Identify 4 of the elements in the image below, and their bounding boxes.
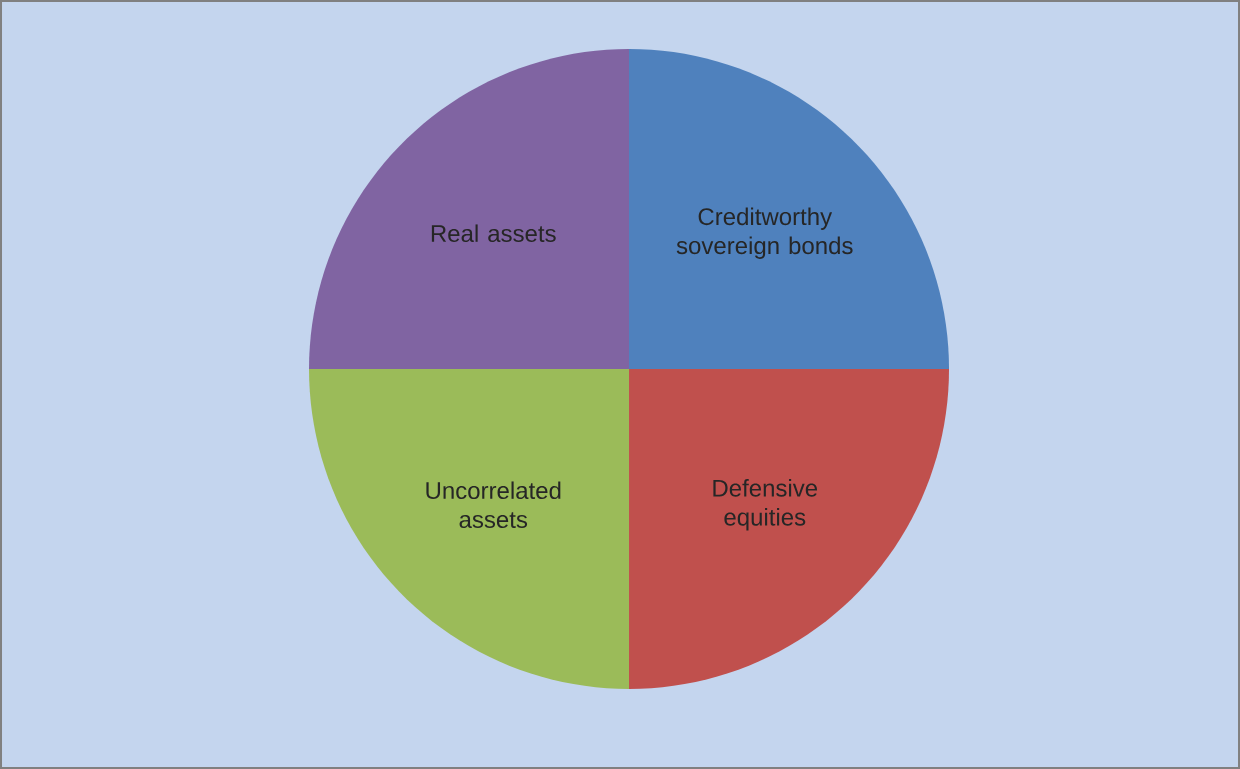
slice-label: Creditworthy sovereign bonds xyxy=(676,207,853,259)
slice-label: Uncorrelated assets xyxy=(426,481,561,529)
slice-label: Real assets xyxy=(431,224,556,243)
slice-label: Defensive equities xyxy=(713,479,818,531)
